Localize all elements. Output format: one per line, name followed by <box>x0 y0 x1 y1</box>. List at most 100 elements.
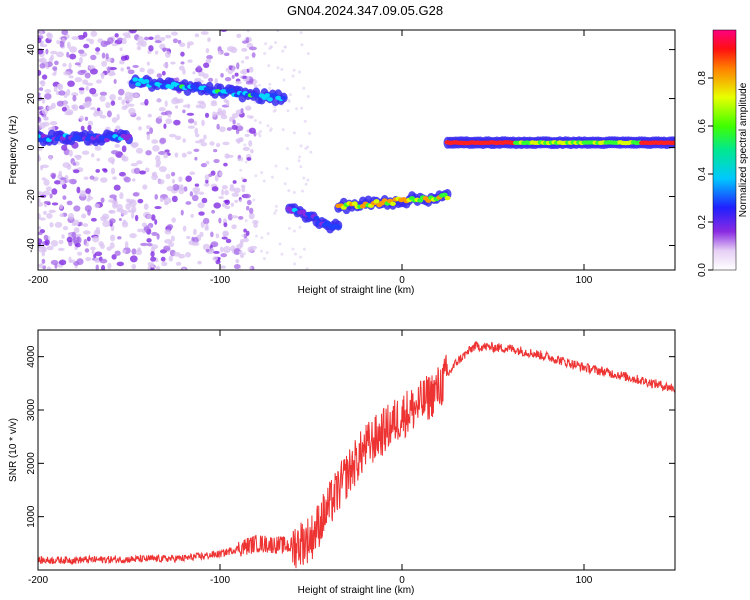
noise-speckle <box>239 168 243 172</box>
noise-speckle <box>87 192 91 199</box>
noise-speckle <box>309 150 313 154</box>
noise-speckle <box>158 165 167 173</box>
noise-speckle <box>43 234 49 241</box>
noise-speckle <box>226 154 234 158</box>
noise-speckle <box>241 47 248 52</box>
noise-speckle <box>131 248 137 255</box>
noise-speckle <box>270 175 274 179</box>
noise-speckle <box>118 171 126 177</box>
noise-speckle <box>244 133 250 137</box>
noise-speckle <box>205 58 212 64</box>
noise-speckle <box>235 128 240 135</box>
spectrogram-marks <box>38 30 675 270</box>
noise-speckle <box>297 159 301 163</box>
noise-speckle <box>61 234 65 239</box>
noise-speckle <box>201 119 205 127</box>
noise-speckle <box>164 201 169 206</box>
noise-speckle <box>112 176 117 180</box>
noise-speckle <box>248 207 254 214</box>
band-core <box>103 137 110 143</box>
noise-speckle <box>266 124 270 128</box>
snr-x-tick-label: 100 <box>576 575 593 586</box>
noise-speckle <box>244 56 250 60</box>
noise-speckle <box>136 45 142 51</box>
noise-speckle <box>95 51 100 55</box>
noise-speckle <box>175 261 182 266</box>
noise-speckle <box>285 147 289 151</box>
noise-speckle <box>227 213 233 221</box>
noise-speckle <box>160 111 168 116</box>
noise-speckle <box>221 189 225 196</box>
band-core <box>126 133 132 139</box>
noise-speckle <box>69 46 78 53</box>
noise-speckle <box>203 134 207 140</box>
noise-speckle <box>161 47 170 51</box>
noise-speckle <box>132 178 136 182</box>
noise-speckle <box>38 143 41 147</box>
noise-speckle <box>205 223 209 230</box>
noise-speckle <box>63 99 68 107</box>
noise-speckle <box>79 115 84 122</box>
noise-speckle <box>181 267 186 270</box>
noise-speckle <box>224 76 232 82</box>
noise-speckle <box>51 202 59 206</box>
noise-speckle <box>154 193 159 200</box>
noise-speckle <box>53 86 58 93</box>
noise-speckle <box>274 209 278 213</box>
band-core <box>351 201 358 206</box>
noise-speckle <box>136 228 145 233</box>
spectrogram-x-tick-label: -200 <box>28 275 48 286</box>
noise-speckle <box>73 205 81 212</box>
noise-speckle <box>61 144 68 151</box>
noise-speckle <box>211 209 215 214</box>
spectral-band <box>38 129 133 147</box>
noise-speckle <box>117 88 125 96</box>
spectrogram-x-tick-label: -100 <box>210 275 230 286</box>
noise-speckle <box>86 197 91 202</box>
noise-speckle <box>299 31 303 35</box>
noise-speckle <box>123 176 131 183</box>
noise-speckle <box>147 113 152 118</box>
noise-speckle <box>221 236 228 240</box>
noise-speckle <box>91 153 95 158</box>
noise-speckle <box>54 180 62 185</box>
noise-speckle <box>99 95 106 102</box>
noise-speckle <box>209 247 215 254</box>
noise-speckle <box>64 111 73 116</box>
noise-speckle <box>263 52 267 56</box>
noise-speckle <box>85 86 89 91</box>
noise-speckle <box>254 174 258 178</box>
noise-speckle <box>219 265 226 269</box>
noise-speckle <box>54 60 59 66</box>
noise-speckle <box>212 111 217 118</box>
noise-speckle <box>109 66 117 71</box>
noise-speckle <box>248 115 254 119</box>
spectrogram-y-tick-label: 20 <box>26 93 37 105</box>
noise-speckle <box>71 92 79 97</box>
noise-speckle <box>107 157 116 164</box>
noise-speckle <box>151 214 156 221</box>
noise-speckle <box>40 80 46 87</box>
noise-speckle <box>74 62 81 66</box>
noise-speckle <box>84 205 92 212</box>
noise-speckle <box>41 74 48 80</box>
noise-speckle <box>41 258 46 264</box>
noise-speckle <box>95 264 99 270</box>
noise-speckle <box>306 178 310 182</box>
noise-speckle <box>49 222 54 228</box>
noise-speckle <box>222 246 231 254</box>
noise-speckle <box>267 64 271 68</box>
noise-speckle <box>121 99 126 105</box>
noise-speckle <box>194 133 200 138</box>
noise-speckle <box>238 137 244 142</box>
noise-speckle <box>43 210 47 215</box>
noise-speckle <box>237 215 244 220</box>
noise-speckle <box>234 199 239 203</box>
noise-speckle <box>71 36 80 41</box>
noise-speckle <box>95 226 101 234</box>
noise-speckle <box>45 186 52 192</box>
band-core <box>228 88 235 93</box>
noise-speckle <box>38 116 42 124</box>
noise-speckle <box>139 170 146 175</box>
